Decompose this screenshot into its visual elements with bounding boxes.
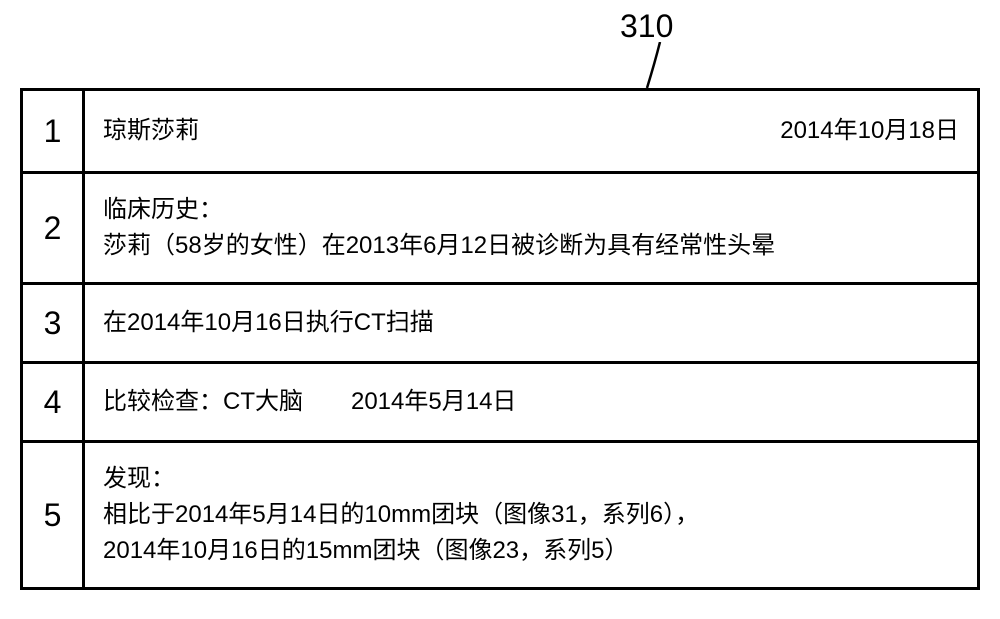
report-date: 2014年10月18日 — [780, 113, 959, 149]
comparison-text: 比较检查：CT大脑 2014年5月14日 — [103, 384, 959, 420]
scan-info-text: 在2014年10月16日执行CT扫描 — [103, 305, 959, 341]
section-heading: 临床历史： — [103, 192, 959, 228]
table-row: 4 比较检查：CT大脑 2014年5月14日 — [23, 364, 977, 443]
row-content: 临床历史： 莎莉（58岁的女性）在2013年6月12日被诊断为具有经常性头晕 — [85, 174, 977, 282]
section-heading: 发现： — [103, 461, 959, 497]
patient-name: 琼斯莎莉 — [103, 113, 199, 149]
row-content: 在2014年10月16日执行CT扫描 — [85, 285, 977, 361]
row-number: 2 — [23, 174, 85, 282]
table-row: 5 发现： 相比于2014年5月14日的10mm团块（图像31，系列6）， 20… — [23, 443, 977, 587]
row-number: 3 — [23, 285, 85, 361]
findings-line: 相比于2014年5月14日的10mm团块（图像31，系列6）， — [103, 497, 959, 533]
row-content: 比较检查：CT大脑 2014年5月14日 — [85, 364, 977, 440]
clinical-history-text: 莎莉（58岁的女性）在2013年6月12日被诊断为具有经常性头晕 — [103, 228, 959, 264]
table-row: 3 在2014年10月16日执行CT扫描 — [23, 285, 977, 364]
findings-line: 2014年10月16日的15mm团块（图像23，系列5） — [103, 533, 959, 569]
row-number: 5 — [23, 443, 85, 587]
report-table: 1 琼斯莎莉 2014年10月18日 2 临床历史： 莎莉（58岁的女性）在20… — [20, 88, 980, 590]
table-row: 2 临床历史： 莎莉（58岁的女性）在2013年6月12日被诊断为具有经常性头晕 — [23, 174, 977, 285]
figure-number-label: 310 — [620, 8, 673, 45]
table-row: 1 琼斯莎莉 2014年10月18日 — [23, 91, 977, 174]
callout-pointer — [645, 42, 675, 90]
row-content: 琼斯莎莉 2014年10月18日 — [85, 91, 977, 171]
row-number: 1 — [23, 91, 85, 171]
row-content: 发现： 相比于2014年5月14日的10mm团块（图像31，系列6）， 2014… — [85, 443, 977, 587]
row-number: 4 — [23, 364, 85, 440]
